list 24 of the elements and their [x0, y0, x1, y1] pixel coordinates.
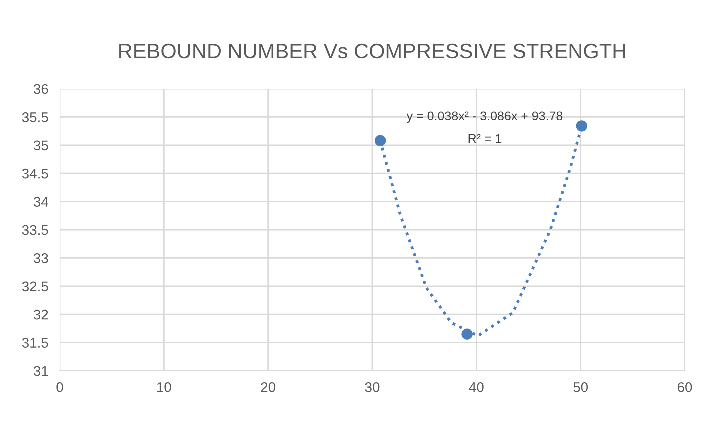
point: [374, 135, 386, 146]
point: [576, 120, 588, 132]
x-tick-label: 50: [574, 382, 588, 392]
x-tick-label: 30: [365, 382, 380, 392]
x-tick-label: 0: [56, 382, 64, 392]
annotation: y = 0.038x² - 3.086x + 93.78: [406, 112, 563, 124]
x-tick-label: 60: [678, 382, 692, 392]
y-tick-label: 34: [34, 197, 48, 207]
y-tick-label: 33.5: [22, 225, 48, 236]
y-tick-label: 35.5: [22, 112, 48, 122]
y-tick-label: 34.5: [22, 168, 48, 179]
x-tick-label: 20: [261, 382, 276, 392]
chart-title: REBOUND NUMBER Vs COMPRESSIVE STRENGTH: [120, 44, 626, 59]
y-tick-label: 32: [34, 310, 48, 320]
y-tick-label: 32.5: [22, 282, 48, 292]
y-tick-label: 36: [34, 84, 48, 94]
x-tick-label: 40: [469, 382, 484, 392]
x-tick-label: 10: [158, 382, 172, 392]
y-tick-label: 33: [34, 254, 48, 264]
y-tick-label: 31.5: [22, 338, 48, 348]
y-tick-label: 31: [34, 366, 48, 376]
point: [462, 328, 473, 340]
annotation: R² = 1: [468, 134, 502, 143]
y-tick-label: 35: [34, 140, 48, 151]
